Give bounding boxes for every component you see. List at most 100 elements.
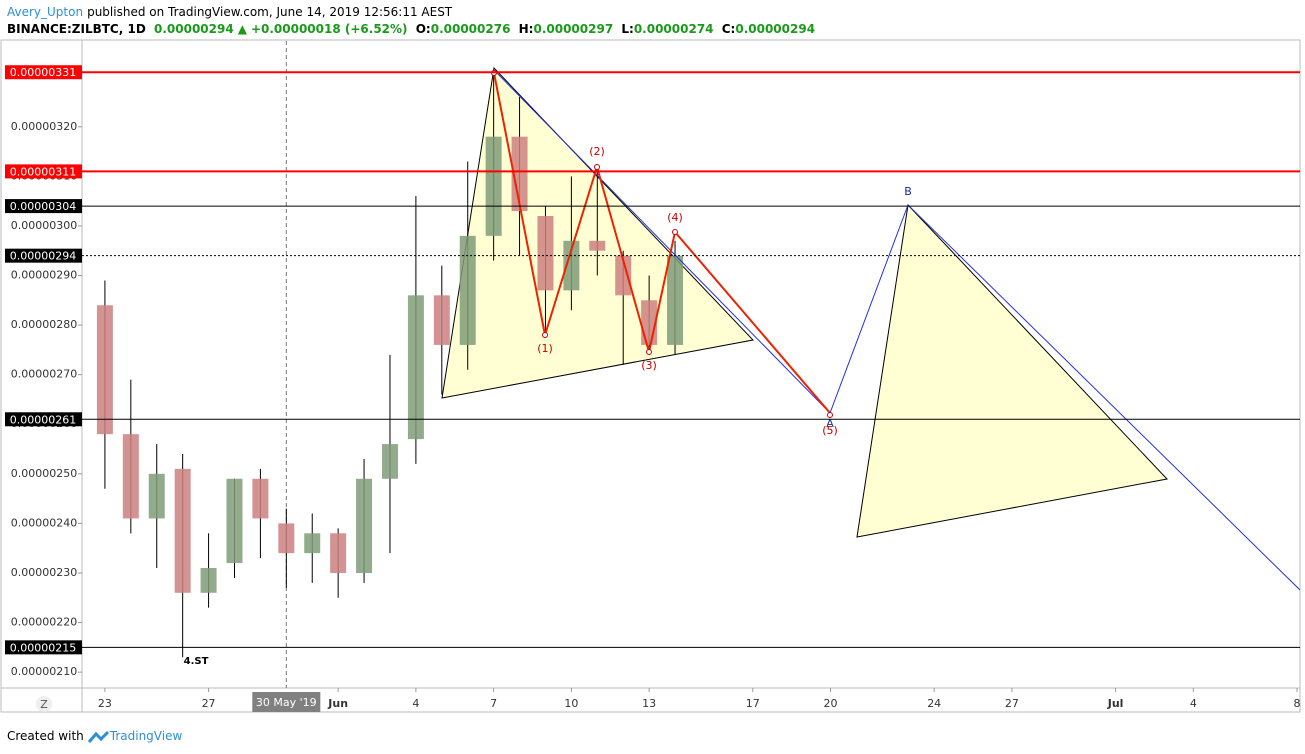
candle-body — [148, 473, 165, 519]
level-label-bg — [5, 65, 82, 80]
annotation: (2) — [589, 145, 605, 158]
y-tick-label: 0.00000210 — [11, 665, 77, 678]
x-tick-label: 10 — [564, 697, 578, 710]
candle-body — [537, 216, 554, 291]
x-tick-label: 7 — [490, 697, 497, 710]
level-label: 0.00000304 — [10, 200, 76, 213]
y-tick-label: 0.00000250 — [11, 467, 77, 480]
level-label-bg — [5, 640, 82, 655]
x-tick-label: 20 — [824, 697, 838, 710]
ohlc-l: 0.00000274 — [633, 22, 714, 36]
axis-button[interactable]: Z — [40, 698, 48, 711]
candle-body — [174, 468, 191, 593]
candle-body — [356, 478, 373, 573]
annotation: A — [826, 417, 834, 430]
axes: 0.00000210 0.00000220 0.00000230 0.00000240… — [5, 65, 1301, 712]
level-label: 0.00000261 — [10, 413, 76, 426]
annotation: (5) — [822, 424, 838, 437]
candle-body — [433, 295, 450, 345]
candle-body — [667, 255, 684, 345]
ohlc-c: 0.00000294 — [735, 22, 816, 36]
x-tick-label: Jul — [1107, 697, 1124, 710]
x-tick-label: 8 — [1294, 697, 1301, 710]
crosshair-label-bg — [252, 692, 321, 712]
wave — [493, 72, 831, 414]
annotation: (1) — [537, 342, 553, 355]
ohlc-h-label: H: — [518, 22, 534, 36]
footer-brand[interactable]: TradingView — [109, 729, 183, 743]
x-tick-label: 4 — [412, 697, 419, 710]
footer: Created with TradingView — [7, 729, 186, 744]
frame — [0, 39, 1301, 713]
triangle-1 — [441, 66, 754, 399]
annotation: B — [904, 185, 912, 198]
blue-path — [493, 69, 1300, 591]
arrow: ▲ — [237, 22, 247, 36]
candle-body — [563, 240, 580, 291]
y-tick-label: 0.00000280 — [11, 318, 77, 331]
candle-body — [485, 136, 502, 236]
y-tick-label: 0.00000290 — [11, 269, 77, 282]
candle-body — [589, 240, 606, 251]
candle-body — [252, 478, 269, 519]
candle-body — [226, 478, 243, 564]
author[interactable]: Avery_Upton — [7, 5, 84, 19]
candle-body — [381, 444, 398, 479]
level-label: 0.00000331 — [10, 66, 76, 79]
level-label-bg — [5, 248, 82, 263]
ohlc-o-label: O: — [415, 22, 431, 36]
header-line-1: Avery_Upton published on TradingView.com,… — [7, 5, 456, 19]
level-label: 0.00000215 — [10, 641, 76, 654]
y-tick-label: 0.00000260 — [11, 417, 77, 430]
candle-body — [511, 136, 528, 212]
logo — [87, 730, 109, 743]
x-tick-label: 23 — [98, 697, 112, 710]
y-tick-label: 0.00000310 — [11, 169, 77, 182]
symbol: BINANCE:ZILBTC, 1D — [7, 22, 146, 36]
y-tick-label: 0.00000240 — [11, 516, 77, 529]
candle-body — [641, 300, 658, 345]
triangle-2 — [856, 203, 1168, 538]
annotation: (4) — [667, 211, 683, 224]
candle-body — [96, 305, 113, 435]
annotation: 4.ST — [184, 656, 209, 667]
level-label: 0.00000294 — [10, 250, 76, 263]
annotation: (3) — [641, 359, 657, 372]
x-tick-label: 24 — [927, 697, 941, 710]
x-tick-label: Jun — [327, 697, 348, 710]
y-tick-label: 0.00000300 — [11, 219, 77, 232]
candle-body — [200, 568, 217, 593]
x-tick-label: 13 — [642, 697, 656, 710]
y-tick-label: 0.00000220 — [11, 616, 77, 629]
candle-body — [122, 434, 139, 519]
x-tick-label: 17 — [746, 697, 760, 710]
candle-body — [459, 235, 476, 345]
wave-points — [491, 70, 833, 418]
y-tick-label: 0.00000230 — [11, 566, 77, 579]
ohlc-h: 0.00000297 — [533, 22, 614, 36]
candle-body — [278, 523, 295, 554]
drawings-front: (1) (2) (3) (4) (5) A B 4.ST — [82, 69, 1300, 667]
level-label-bg — [5, 164, 82, 179]
published: published on TradingView.com, June 14, 2… — [87, 5, 453, 19]
footer-text: Created with — [7, 729, 84, 743]
candle-body — [304, 533, 321, 554]
x-tick-label: 4 — [1190, 697, 1197, 710]
ohlc-l-label: L: — [621, 22, 634, 36]
candles — [96, 72, 684, 658]
header-line-2: BINANCE:ZILBTC, 1D 0.00000294 ▲ +0.0000001… — [7, 22, 819, 36]
level-label: 0.00000311 — [10, 165, 76, 178]
ohlc-o: 0.00000276 — [430, 22, 511, 36]
candle-body — [330, 533, 347, 573]
x-tick-label: 27 — [202, 697, 216, 710]
y-tick-label: 0.00000270 — [11, 368, 77, 381]
level-label-bg — [5, 199, 82, 214]
x-tick-label: 27 — [1005, 697, 1019, 710]
ohlc-c-label: C: — [721, 22, 736, 36]
candle-body — [615, 255, 632, 296]
axis-button-bg[interactable] — [36, 696, 52, 712]
drawings-back — [285, 41, 1168, 688]
crosshair-label: 30 May '19 — [256, 696, 317, 709]
